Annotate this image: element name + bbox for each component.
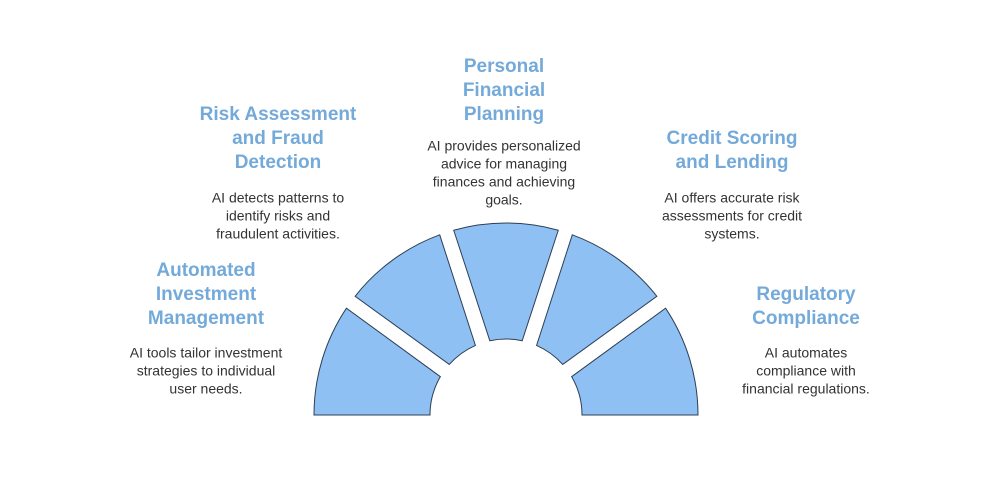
item-title: Detection bbox=[235, 152, 322, 173]
segment bbox=[570, 307, 699, 416]
item-title: Automated bbox=[156, 260, 255, 281]
item-description: systems. bbox=[704, 226, 759, 242]
item-description: identify risks and bbox=[226, 208, 330, 224]
item-title: Investment bbox=[156, 284, 257, 305]
item-description: fraudulent activities. bbox=[216, 226, 340, 242]
segment bbox=[535, 234, 658, 366]
item-title: Planning bbox=[464, 104, 544, 125]
item-title: and Fraud bbox=[232, 128, 324, 149]
item-description: financial regulations. bbox=[742, 381, 870, 397]
item-description: goals. bbox=[485, 192, 522, 208]
item-description: assessments for credit bbox=[662, 208, 802, 224]
item-description: AI tools tailor investment bbox=[130, 345, 283, 361]
item-description: AI offers accurate risk bbox=[664, 190, 800, 206]
item-description: AI automates bbox=[765, 345, 848, 361]
item-title: Personal bbox=[464, 56, 544, 77]
item-title: Credit Scoring bbox=[667, 128, 798, 149]
item-description: advice for managing bbox=[441, 156, 567, 172]
item-title: Risk Assessment bbox=[200, 104, 357, 125]
item-title: Regulatory bbox=[756, 284, 856, 305]
item-description: finances and achieving bbox=[433, 174, 575, 190]
item-description: user needs. bbox=[169, 381, 242, 397]
item-description: AI detects patterns to bbox=[212, 190, 345, 206]
segment bbox=[313, 307, 442, 416]
item-description: AI provides personalized bbox=[427, 138, 580, 154]
item-description: strategies to individual bbox=[137, 363, 276, 379]
segment bbox=[453, 222, 559, 342]
item-title: and Lending bbox=[676, 152, 789, 173]
item-title: Management bbox=[148, 308, 265, 329]
item-description: compliance with bbox=[756, 363, 856, 379]
item-title: Compliance bbox=[752, 308, 860, 329]
segment bbox=[354, 234, 477, 366]
item-title: Financial bbox=[463, 80, 545, 101]
